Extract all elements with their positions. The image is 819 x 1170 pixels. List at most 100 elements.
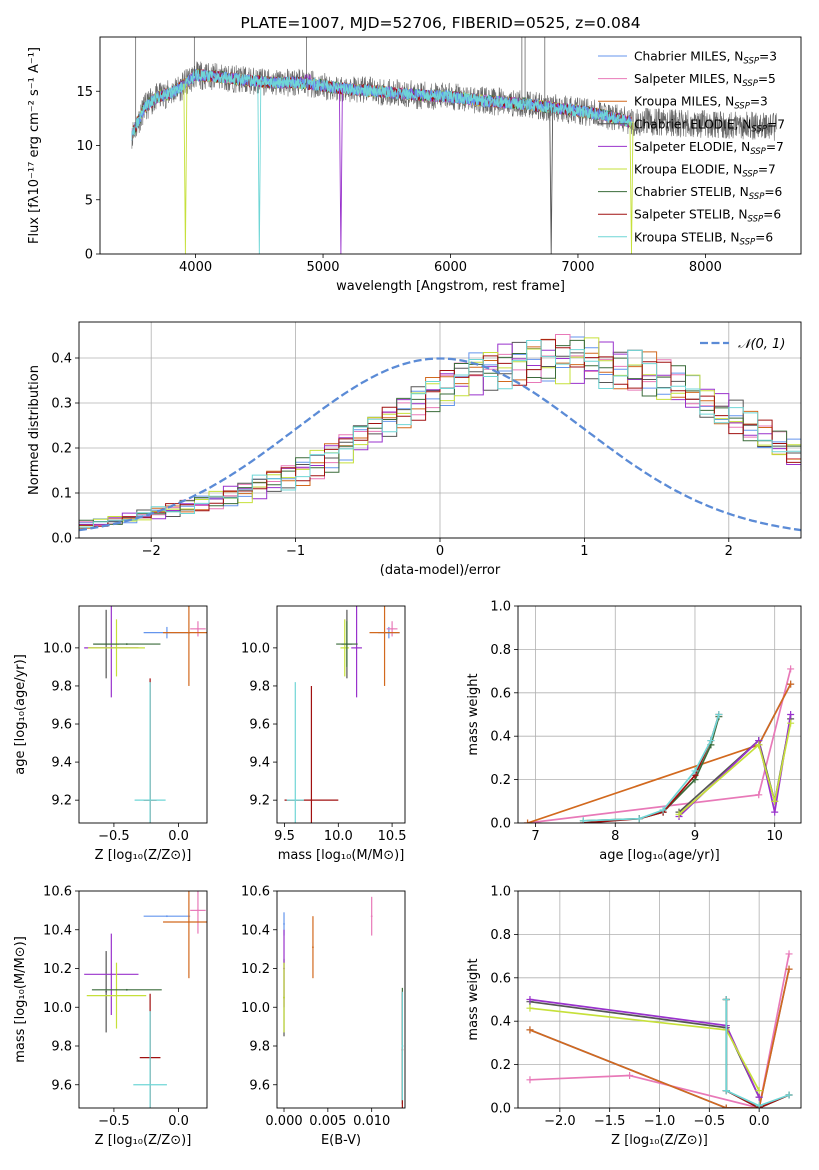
weight-marker-salpeter_elodie xyxy=(526,996,534,1003)
weight-marker-kroupa_elodie xyxy=(771,797,779,805)
weight-marker-kroupa_miles xyxy=(524,819,532,823)
axes-frame xyxy=(78,321,802,539)
y-tick-label: 0.6 xyxy=(490,686,511,701)
weight-marker-kroupa_stelib xyxy=(722,996,730,1003)
weight-marker-salpeter_miles xyxy=(526,1076,534,1084)
weight-marker-kroupa_miles xyxy=(722,1104,730,1108)
point-chabrier_miles xyxy=(283,923,285,925)
weight-marker-salpeter_elodie xyxy=(755,1093,763,1101)
y-tick-label: 0.8 xyxy=(490,643,511,658)
legend-label-kroupa_elodie: Kroupa ELODIE, NSSP=7 xyxy=(634,163,776,180)
plot-area xyxy=(84,891,207,1108)
plot-area xyxy=(526,950,793,1108)
point-chabrier_stelib xyxy=(125,988,128,991)
histogram-kroupa_stelib xyxy=(79,340,801,528)
legend-label-salpeter_elodie: Salpeter ELODIE, NSSP=7 xyxy=(634,140,784,157)
x-tick-label: 0.0 xyxy=(749,1114,770,1129)
axes-frame xyxy=(78,605,208,824)
legend-label-salpeter_miles: Salpeter MILES, NSSP=5 xyxy=(634,72,776,89)
panel-spectrum: 4000 5000 6000 7000 8000 0 5 10 15 wavelength [An… xyxy=(27,14,802,294)
point-kroupa_elodie xyxy=(115,646,118,649)
weight-line-salpeter_elodie xyxy=(529,998,760,1098)
spectrum-dropout xyxy=(183,83,188,254)
weight-marker-kroupa_stelib xyxy=(635,815,643,823)
y-tick-label: 10.0 xyxy=(43,641,72,656)
point-salpeter_stelib xyxy=(310,799,313,802)
y-tick-label: 0.4 xyxy=(490,730,511,745)
legend-label-salpeter_stelib: Salpeter STELIB, NSSP=6 xyxy=(634,208,781,225)
y-tick-label: 9.2 xyxy=(249,794,270,809)
plot-area xyxy=(284,606,400,823)
x-tick-label: −1.5 xyxy=(594,1114,626,1129)
point-kroupa_stelib xyxy=(294,799,297,802)
x-tick-label: 0.010 xyxy=(353,1114,390,1129)
y-tick-label: 10.0 xyxy=(241,641,270,656)
x-axis-label: Z [log₁₀(Z/Z⊙)] xyxy=(611,1133,708,1148)
y-tick-label: 10.6 xyxy=(43,885,72,900)
panel-mass_vs_Z: −0.5 0.0 9.6 9.8 10.0 10.2 10.4 10.6 Z [log₁₀(Z/… xyxy=(13,885,208,1148)
y-tick-label: 9.6 xyxy=(249,1078,270,1093)
y-tick-label: 0.8 xyxy=(490,928,511,943)
x-tick-label: 0.0 xyxy=(168,829,189,844)
histogram-kroupa_elodie xyxy=(79,337,801,527)
legend-label-chabrier_elodie: Chabrier ELODIE, NSSP=7 xyxy=(634,117,785,134)
plot-area xyxy=(283,896,404,1108)
x-tick-label: 5000 xyxy=(306,260,339,275)
weight-line-kroupa_stelib xyxy=(583,714,720,822)
point-kroupa_miles xyxy=(383,631,386,634)
spectrum-dropout xyxy=(257,81,262,254)
y-tick-label: 9.8 xyxy=(51,679,72,694)
y-tick-label: 9.8 xyxy=(249,1040,270,1055)
y-tick-label: 5 xyxy=(85,193,93,208)
y-tick-label: 10.0 xyxy=(43,1001,72,1016)
y-tick-label: 10.4 xyxy=(43,923,72,938)
x-tick-label: 9 xyxy=(691,829,699,844)
weight-marker-kroupa_miles xyxy=(526,1026,534,1034)
weight-line-kroupa_elodie xyxy=(678,723,792,815)
point-salpeter_miles xyxy=(391,627,393,630)
weight-marker-kroupa_elodie xyxy=(755,741,763,749)
axes-frame xyxy=(517,890,802,1109)
x-tick-label: 2 xyxy=(725,544,733,559)
x-tick-label: 10.5 xyxy=(378,829,407,844)
weight-marker-kroupa_elodie xyxy=(755,1087,763,1095)
legend-label-kroupa_miles: Kroupa MILES, NSSP=3 xyxy=(634,95,768,112)
y-axis-label: age [log₁₀(age/yr)] xyxy=(13,654,28,775)
weight-marker-kroupa_miles xyxy=(785,965,793,973)
weight-marker-kroupa_elodie xyxy=(787,719,795,727)
point-salpeter_elodie xyxy=(355,646,358,649)
spectrum-dropout xyxy=(338,88,343,254)
y-tick-label: 0.4 xyxy=(51,352,72,367)
x-tick-label: 7000 xyxy=(561,260,594,275)
point-kroupa_stelib xyxy=(149,799,152,802)
axes-frame xyxy=(78,890,208,1109)
weight-line-salpeter_miles xyxy=(529,953,790,1108)
y-axis-label: mass [log₁₀(M/M⊙)] xyxy=(13,936,28,1063)
y-tick-label: 0.0 xyxy=(490,1102,511,1117)
x-axis-label: mass [log₁₀(M/M⊙)] xyxy=(278,848,405,863)
weight-marker-kroupa_stelib xyxy=(707,737,715,745)
y-tick-label: 9.6 xyxy=(51,718,72,733)
point-kroupa_elodie xyxy=(115,994,118,997)
x-tick-label: −2 xyxy=(142,544,161,559)
y-axis-label: mass weight xyxy=(466,958,481,1040)
y-tick-label: 9.6 xyxy=(249,718,270,733)
x-tick-label: 10 xyxy=(766,829,783,844)
point-kroupa_elodie xyxy=(283,996,285,999)
legend-label-gaussian: 𝒩(0, 1) xyxy=(738,337,785,352)
x-tick-label: 9.5 xyxy=(274,829,295,844)
legend-label-chabrier_miles: Chabrier MILES, NSSP=3 xyxy=(634,50,777,67)
weight-line-salpeter_stelib xyxy=(583,714,720,823)
gaussian-reference-curve xyxy=(79,357,801,532)
y-tick-label: 9.4 xyxy=(249,756,270,771)
point-kroupa_miles xyxy=(187,921,190,923)
y-tick-label: 10.6 xyxy=(241,885,270,900)
x-axis-label: (data-model)/error xyxy=(380,563,501,578)
plot-area xyxy=(84,606,207,823)
histogram-chabrier_miles xyxy=(79,336,801,524)
weight-marker-kroupa_miles xyxy=(787,680,795,688)
weight-marker-kroupa_stelib xyxy=(579,817,587,823)
weight-marker-kroupa_stelib xyxy=(755,1102,763,1108)
x-tick-label: 4000 xyxy=(179,260,212,275)
